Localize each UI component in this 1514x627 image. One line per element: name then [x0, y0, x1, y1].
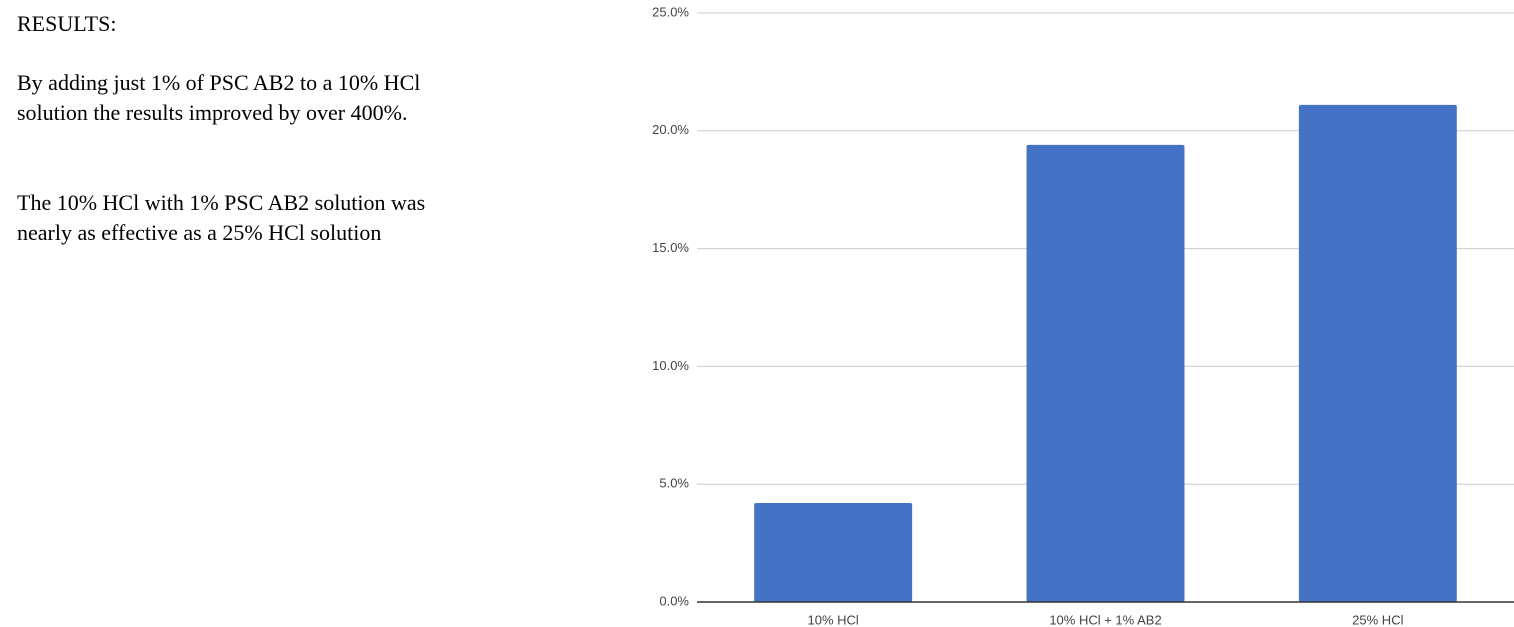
y-tick-label: 25.0% [652, 4, 689, 19]
y-tick-label: 20.0% [652, 122, 689, 137]
y-tick-label: 0.0% [659, 593, 689, 608]
x-tick-label: 10% HCl [808, 612, 859, 627]
y-tick-label: 15.0% [652, 240, 689, 255]
x-tick-label: 25% HCl [1352, 612, 1403, 627]
y-tick-label: 5.0% [659, 476, 689, 491]
heading: RESULTS: [17, 11, 116, 36]
bar [1026, 144, 1185, 602]
x-tick-label: 10% HCl + 1% AB2 [1049, 612, 1161, 627]
paragraph-line: solution the results improved by over 40… [17, 100, 407, 125]
paragraph-line: nearly as effective as a 25% HCl solutio… [17, 220, 381, 245]
bar [754, 503, 913, 602]
bar [1298, 104, 1457, 602]
paragraph-line: The 10% HCl with 1% PSC AB2 solution was [17, 190, 425, 215]
paragraph-line: By adding just 1% of PSC AB2 to a 10% HC… [17, 70, 420, 95]
y-tick-label: 10.0% [652, 358, 689, 373]
